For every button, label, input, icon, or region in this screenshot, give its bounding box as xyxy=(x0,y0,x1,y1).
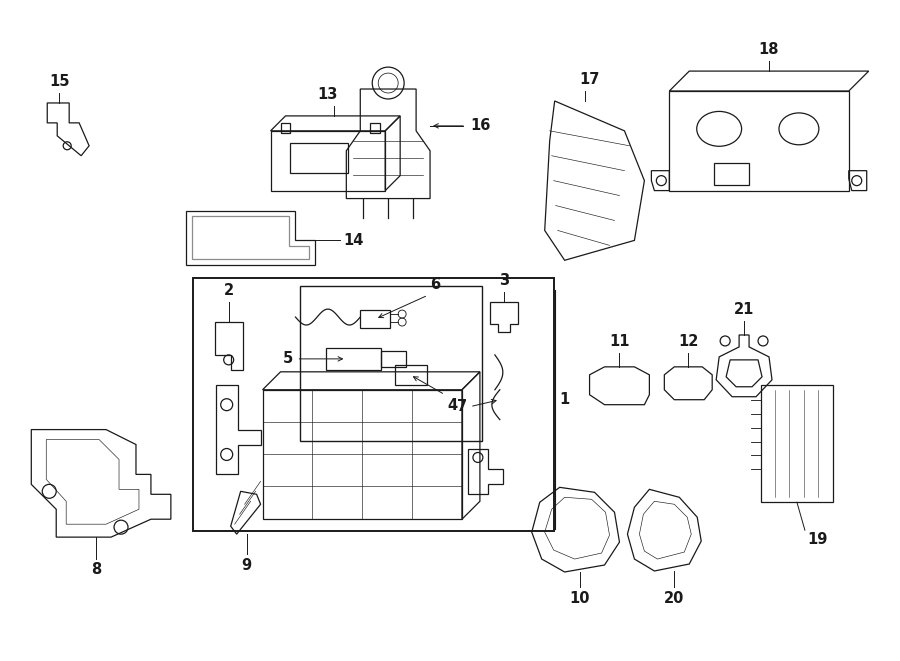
Bar xyxy=(263,390,462,519)
Bar xyxy=(301,286,482,440)
Text: 12: 12 xyxy=(678,334,698,349)
Text: 17: 17 xyxy=(580,72,599,87)
Bar xyxy=(327,348,382,370)
Text: 16: 16 xyxy=(470,118,490,134)
Text: 3: 3 xyxy=(499,273,508,288)
Bar xyxy=(370,123,380,133)
Text: 8: 8 xyxy=(91,562,101,577)
Bar xyxy=(291,143,347,173)
Text: 5: 5 xyxy=(284,352,293,366)
Bar xyxy=(271,131,385,190)
Text: 14: 14 xyxy=(343,233,364,248)
Bar xyxy=(360,310,391,328)
Text: 11: 11 xyxy=(609,334,630,349)
Bar xyxy=(395,365,428,385)
Text: 4: 4 xyxy=(447,398,457,412)
Bar xyxy=(715,163,749,184)
Bar xyxy=(281,123,291,133)
Text: 13: 13 xyxy=(317,87,338,102)
Text: 9: 9 xyxy=(241,558,252,573)
Text: 18: 18 xyxy=(759,42,779,57)
Text: 15: 15 xyxy=(49,74,69,89)
Text: 10: 10 xyxy=(570,591,590,606)
Bar xyxy=(761,385,832,502)
Bar xyxy=(382,351,406,367)
Text: 6: 6 xyxy=(430,277,440,292)
Text: 7: 7 xyxy=(457,399,467,414)
Bar xyxy=(193,278,554,531)
Text: 2: 2 xyxy=(223,283,234,298)
Text: 1: 1 xyxy=(560,392,570,407)
Bar xyxy=(670,91,849,190)
Text: 21: 21 xyxy=(734,302,754,317)
Text: 20: 20 xyxy=(664,591,685,606)
Text: 19: 19 xyxy=(807,532,827,547)
